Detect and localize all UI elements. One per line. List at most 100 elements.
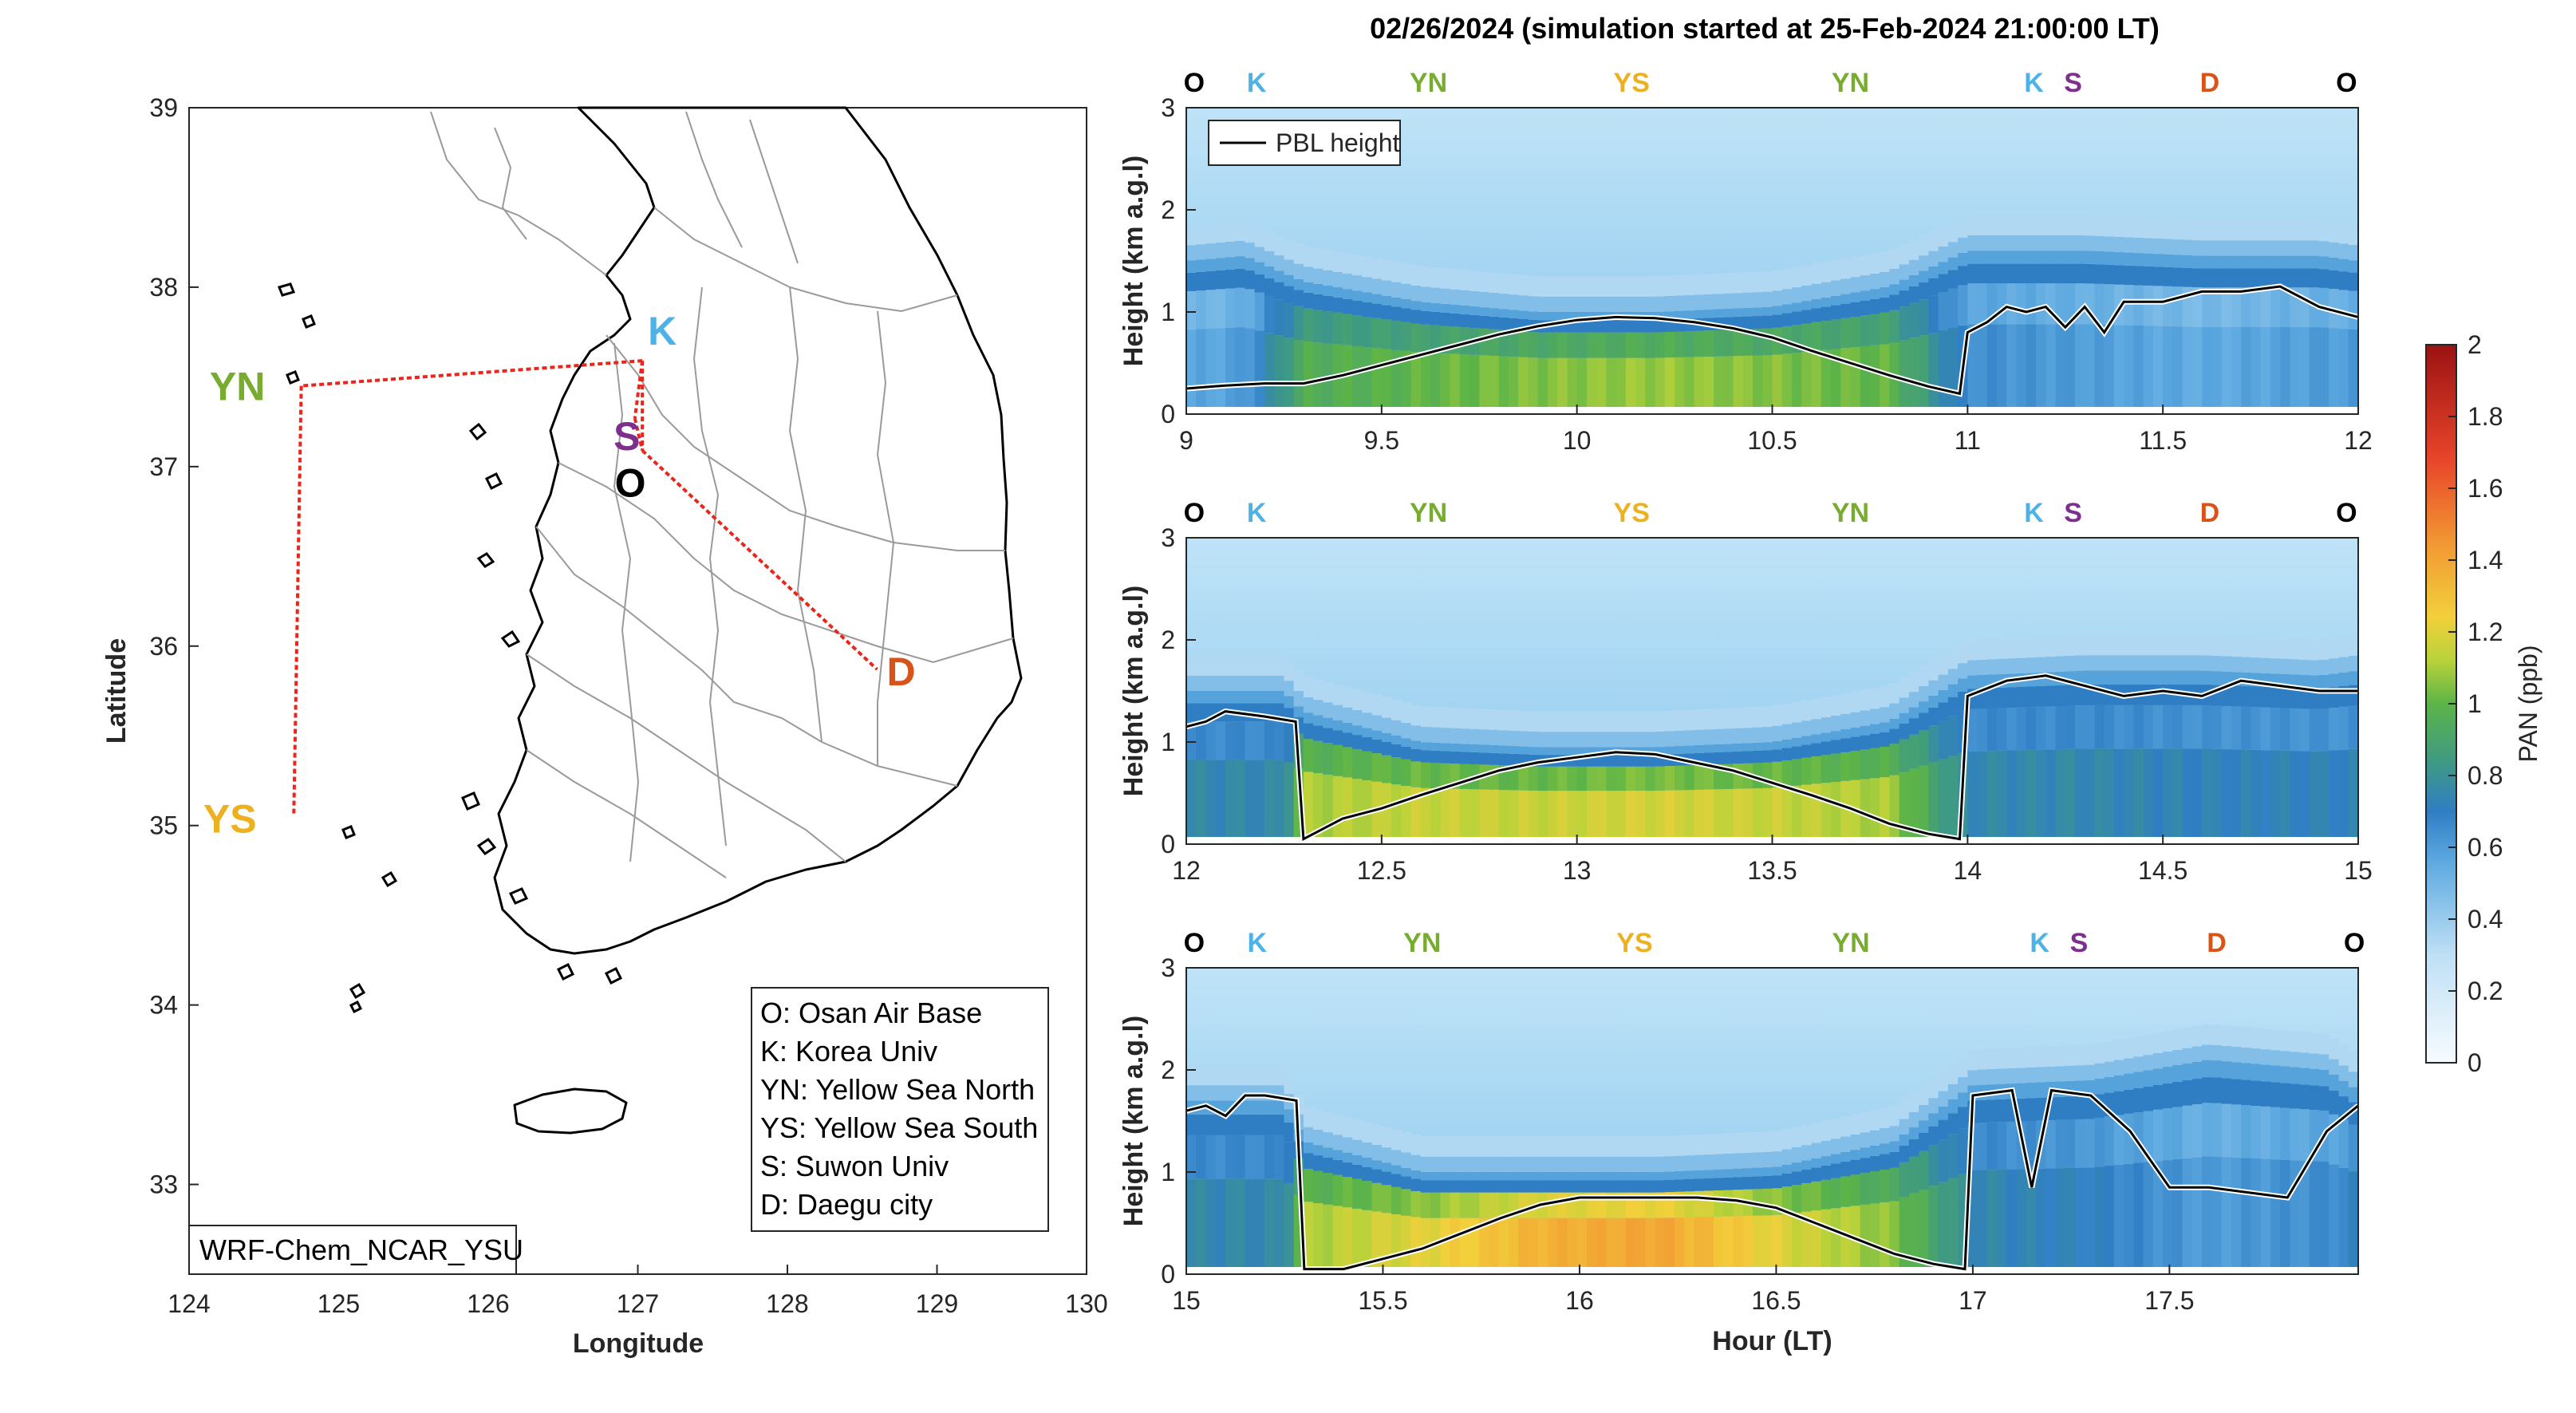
pan-cell (1762, 315, 1773, 329)
pan-cell (2016, 263, 2027, 284)
pan-cell (1586, 1136, 1598, 1157)
pan-cell (2163, 634, 2174, 656)
pan-cell (1811, 299, 1822, 309)
pan-cell (1391, 736, 1402, 744)
pan-cell (1947, 288, 1959, 328)
pan-cell (2026, 324, 2038, 408)
pan-cell (1596, 332, 1608, 358)
pan-cell (1459, 1192, 1471, 1218)
pan-site-label-k: K (2024, 498, 2044, 528)
pan-cell (1205, 328, 1217, 408)
pan-cell (1781, 748, 1793, 761)
pan-cell (2251, 268, 2262, 288)
pan-cell (1889, 248, 1900, 269)
pan-cell (1967, 751, 1978, 838)
pan-xtick-label: 11 (1955, 426, 1981, 455)
pan-cell (1811, 719, 1822, 735)
pan-cell (2348, 635, 2359, 656)
pan-cell (1880, 251, 1891, 272)
pan-cell (2270, 1065, 2282, 1083)
pan-cell (1694, 1217, 1705, 1268)
pan-cell (2113, 325, 2125, 408)
pan-cell (1625, 711, 1637, 732)
pan-cell (1557, 747, 1568, 756)
pan-cell (1498, 309, 1509, 318)
pan-cell (1205, 270, 1217, 290)
pan-cell (2290, 1083, 2301, 1109)
pan-cell (2202, 1044, 2213, 1060)
pan-cell (1860, 710, 1871, 726)
pan-cell (1528, 332, 1539, 358)
pan-cell (2290, 751, 2301, 838)
pan-cell (1684, 745, 1695, 754)
pan-cell (1254, 292, 1265, 331)
pan-site-label-s: S (2064, 68, 2082, 98)
pan-cell (2163, 670, 2174, 685)
pan-cell (2143, 1055, 2154, 1071)
pan-cell (1840, 752, 1852, 781)
pan-cell (1860, 689, 1871, 711)
pan-cell (2270, 287, 2282, 327)
pan-cell (2143, 655, 2154, 671)
pan-cell (1410, 1178, 1422, 1191)
pan-cell (1733, 1177, 1744, 1190)
pan-cell (2113, 216, 2125, 237)
pan-cell (1254, 226, 1265, 247)
pan-cell (1508, 1218, 1520, 1268)
pan-cell (1528, 766, 1539, 791)
pan-cell (2231, 1079, 2243, 1105)
pan-cell (2280, 240, 2291, 256)
pan-cell (1186, 1064, 1197, 1086)
pan-cell (1293, 290, 1304, 306)
pan-cell (1469, 1156, 1481, 1172)
pan-cell (1489, 316, 1500, 330)
pan-cell (1645, 747, 1656, 756)
pan-cell (1801, 720, 1813, 736)
pan-cell (1869, 289, 1881, 299)
pan-cell (1342, 707, 1354, 723)
pan-cell (1205, 259, 1217, 271)
pan-cell (1235, 691, 1246, 704)
pan-cell (2211, 287, 2223, 327)
pan-cell (1625, 732, 1637, 748)
pan-cell (2191, 240, 2203, 256)
pan-cell (1450, 743, 1461, 752)
pan-cell (1196, 675, 1207, 691)
pan-cell (2191, 1103, 2203, 1158)
pan-cell (2133, 1087, 2144, 1113)
pan-cell (1947, 270, 1959, 289)
pan-cell (1781, 1173, 1793, 1187)
pan-cell (1420, 324, 1432, 353)
pan-cell (1245, 655, 1256, 676)
pan-cell (1362, 737, 1373, 752)
pan-cell (2241, 749, 2252, 838)
pan-cell (1391, 1186, 1402, 1214)
pan-cell (1830, 1163, 1842, 1178)
pan-cell (1899, 739, 1910, 772)
pan-cell (2152, 239, 2164, 255)
pan-cell (1274, 691, 1285, 704)
pan-cell (1479, 752, 1490, 765)
pan-cell (1352, 1139, 1363, 1155)
pan-cell (1742, 1132, 1754, 1153)
pan-cell (2036, 637, 2047, 657)
pan-cell (2152, 670, 2164, 685)
pan-cell (1518, 746, 1529, 755)
pan-cell (2055, 263, 2066, 284)
pan-cell (1245, 328, 1256, 408)
pan-cell (2085, 1119, 2096, 1168)
pan-cell (1254, 1114, 1265, 1135)
pan-cell (1381, 732, 1393, 742)
pan-cell (2065, 1045, 2076, 1066)
pan-cell (2182, 634, 2193, 656)
pan-cell (2085, 324, 2096, 408)
pan-cell (1371, 1124, 1383, 1145)
pan-cell (1586, 1156, 1598, 1172)
pan-cell (1645, 766, 1656, 791)
pan-cell (1332, 705, 1343, 720)
pan-cell (1235, 721, 1246, 760)
pan-cell (1986, 688, 1998, 708)
pan-cell (2299, 751, 2310, 838)
pan-cell (1410, 1135, 1422, 1155)
pan-cell (1303, 677, 1315, 697)
